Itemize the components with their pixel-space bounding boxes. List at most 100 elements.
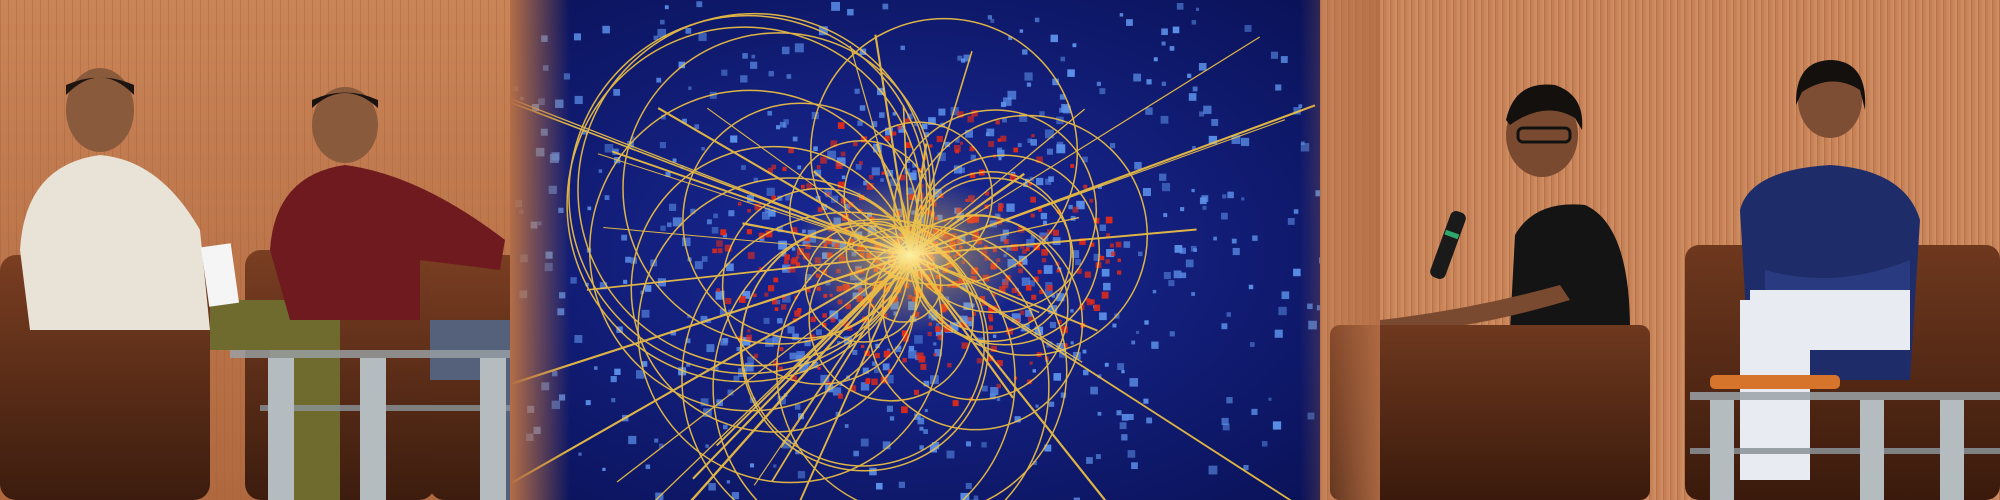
blue-hit: [799, 363, 809, 372]
blue-hit: [740, 75, 748, 83]
blue-hit: [659, 443, 664, 448]
blue-hit: [908, 345, 915, 352]
blue-hit: [1051, 294, 1056, 298]
blue-hit: [645, 464, 651, 470]
red-hit: [996, 383, 1002, 389]
red-hit: [784, 254, 790, 260]
blue-hit: [653, 35, 659, 41]
blue-hit: [700, 398, 709, 407]
blue-hit: [682, 237, 691, 247]
blue-hit: [578, 452, 582, 456]
blue-hit: [1101, 268, 1110, 277]
red-hit: [1029, 361, 1033, 365]
blue-hit: [1044, 444, 1052, 452]
blue-hit: [668, 203, 677, 211]
blue-hit: [611, 398, 616, 403]
blue-hit: [1201, 195, 1209, 202]
red-hit: [758, 232, 765, 239]
red-hit: [881, 171, 885, 175]
red-hit: [920, 363, 927, 370]
blue-hit: [659, 19, 665, 25]
red-hit: [1041, 248, 1048, 256]
red-hit: [753, 293, 757, 298]
blue-hit: [1106, 249, 1115, 258]
red-hit: [1056, 269, 1060, 273]
blue-hit: [1076, 200, 1085, 210]
red-hit: [822, 322, 827, 328]
red-hit: [778, 366, 783, 371]
red-hit: [725, 297, 732, 305]
blue-hit: [714, 366, 719, 372]
blue-hit: [1180, 207, 1185, 212]
blue-hit: [719, 308, 727, 315]
blue-hit: [1050, 34, 1058, 43]
blue-hit: [1131, 462, 1138, 470]
blue-hit: [782, 124, 787, 128]
blue-hit: [879, 112, 885, 118]
red-hit: [1030, 213, 1035, 218]
blue-hit: [1231, 135, 1241, 144]
blue-hit: [761, 211, 770, 220]
red-hit: [817, 366, 821, 370]
red-hit: [901, 406, 908, 414]
red-hit: [1017, 291, 1022, 296]
red-hit: [871, 378, 878, 386]
red-hit: [1090, 299, 1095, 304]
blue-hit: [796, 351, 805, 360]
red-hit: [927, 331, 932, 337]
red-hit: [953, 144, 961, 152]
blue-hit: [1043, 265, 1053, 274]
red-hit: [717, 248, 723, 254]
red-hit: [1030, 196, 1036, 203]
blue-hit: [1161, 41, 1166, 46]
blue-hit: [1159, 173, 1167, 181]
blue-hit: [1027, 138, 1033, 144]
blue-hit: [599, 282, 608, 290]
blue-hit: [1188, 93, 1197, 101]
red-hit: [1000, 135, 1007, 142]
blue-hit: [1032, 460, 1037, 466]
blue-hit: [981, 385, 988, 392]
blend-right: [1300, 0, 1380, 500]
red-hit: [883, 350, 891, 358]
blue-hit: [1042, 220, 1048, 225]
blue-hit: [1240, 137, 1250, 147]
blue-hit: [763, 317, 770, 324]
red-hit: [1047, 229, 1053, 235]
blue-hit: [1173, 270, 1182, 279]
blue-hit: [804, 339, 811, 347]
blue-hit: [641, 361, 648, 367]
red-hit: [797, 308, 802, 313]
red-hit: [767, 167, 773, 174]
blue-hit: [1129, 378, 1139, 387]
microphone-icon: [1430, 211, 1466, 279]
blue-hit: [1221, 323, 1228, 330]
red-hit: [936, 135, 943, 143]
blue-hit: [1145, 107, 1153, 115]
blue-hit: [1002, 117, 1007, 123]
blue-hit: [1056, 144, 1066, 154]
blue-hit: [733, 375, 740, 382]
red-hit: [1117, 270, 1122, 275]
blue-hit: [836, 157, 846, 167]
blue-hit: [742, 53, 748, 59]
blue-hit: [1082, 156, 1088, 163]
blue-hit: [686, 362, 691, 367]
red-hit: [1025, 285, 1032, 291]
blue-hit: [992, 334, 997, 338]
red-hit: [1019, 310, 1025, 316]
blue-hit: [786, 74, 792, 79]
blue-hit: [1249, 342, 1255, 347]
blue-hit: [628, 435, 637, 445]
blue-hit: [1045, 178, 1052, 185]
blue-hit: [1179, 247, 1186, 254]
red-hit: [820, 156, 827, 164]
blue-hit: [731, 492, 740, 500]
blue-hit: [585, 282, 589, 287]
blue-hit: [1241, 197, 1245, 201]
red-hit: [830, 317, 836, 323]
red-hit: [860, 344, 865, 349]
red-hit: [957, 111, 964, 118]
blue-hit: [923, 429, 929, 434]
cloth-on-table: [1710, 375, 1840, 389]
